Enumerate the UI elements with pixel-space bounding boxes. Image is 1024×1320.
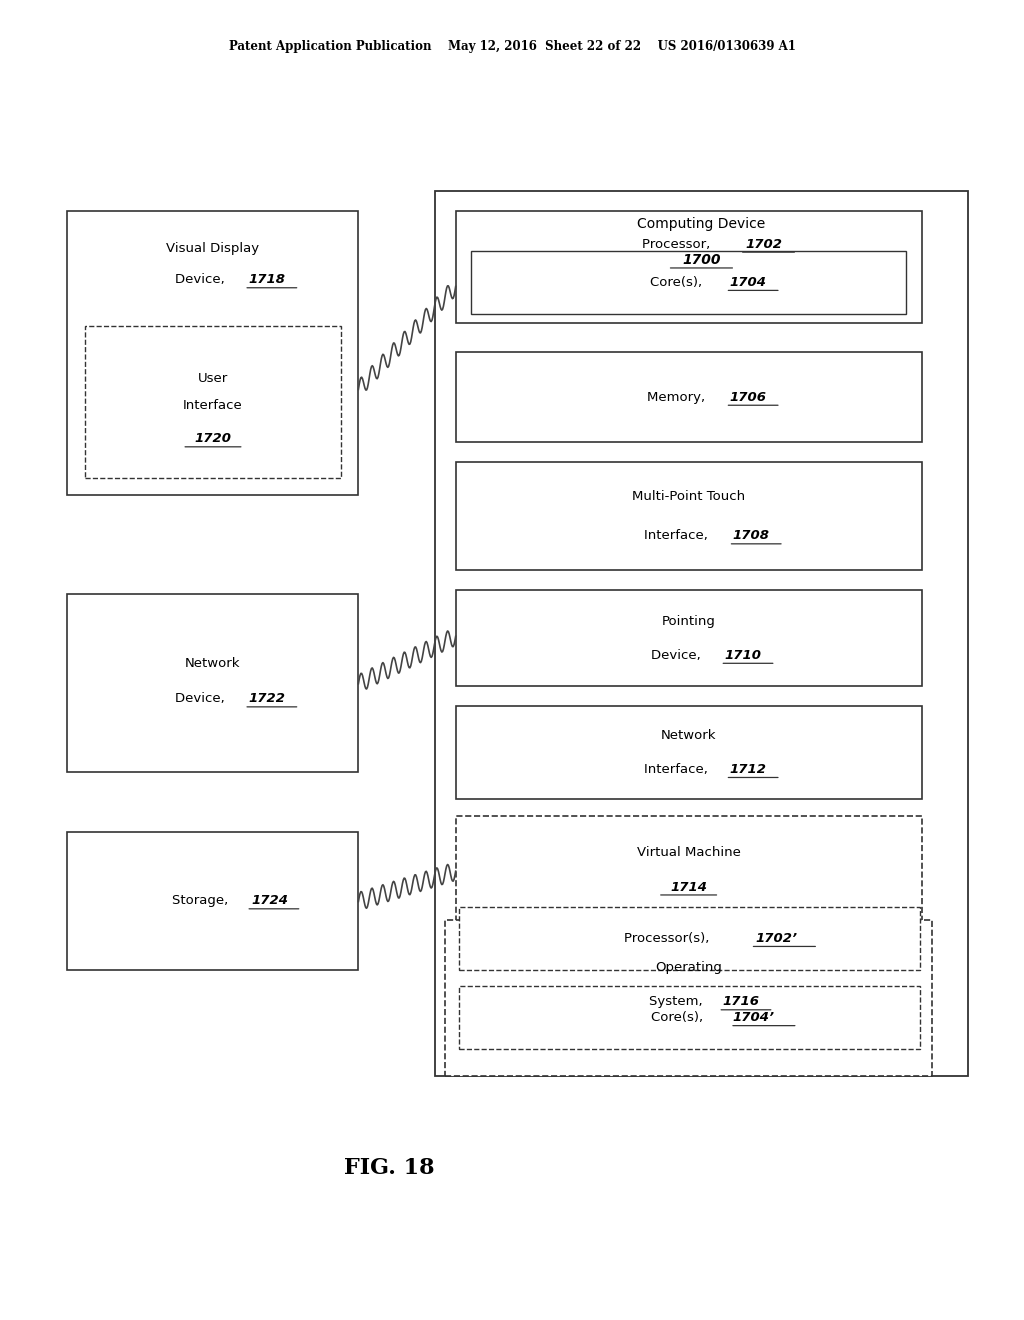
Text: 1710: 1710 bbox=[725, 649, 762, 661]
FancyBboxPatch shape bbox=[471, 251, 906, 314]
Text: 1702’: 1702’ bbox=[756, 932, 798, 945]
FancyBboxPatch shape bbox=[67, 832, 358, 970]
Text: Interface,: Interface, bbox=[644, 763, 713, 776]
Text: Core(s),: Core(s), bbox=[650, 1011, 708, 1024]
Text: 1724: 1724 bbox=[252, 895, 289, 907]
FancyBboxPatch shape bbox=[67, 594, 358, 772]
Text: Patent Application Publication    May 12, 2016  Sheet 22 of 22    US 2016/013063: Patent Application Publication May 12, 2… bbox=[228, 40, 796, 53]
FancyBboxPatch shape bbox=[459, 986, 920, 1049]
Text: 1714: 1714 bbox=[670, 880, 708, 894]
FancyBboxPatch shape bbox=[435, 191, 968, 1076]
Text: 1704: 1704 bbox=[729, 276, 767, 289]
Text: 1720: 1720 bbox=[195, 433, 231, 445]
Text: 1722: 1722 bbox=[248, 693, 286, 705]
FancyBboxPatch shape bbox=[456, 706, 922, 799]
Text: Multi-Point Touch: Multi-Point Touch bbox=[632, 490, 745, 503]
FancyBboxPatch shape bbox=[85, 326, 341, 478]
Text: 1712: 1712 bbox=[729, 763, 767, 776]
Text: Virtual Machine: Virtual Machine bbox=[637, 846, 740, 859]
Text: Core(s),: Core(s), bbox=[650, 276, 707, 289]
Text: Network: Network bbox=[660, 729, 717, 742]
Text: Storage,: Storage, bbox=[172, 895, 232, 907]
Text: Visual Display: Visual Display bbox=[166, 242, 259, 255]
Text: Memory,: Memory, bbox=[647, 391, 710, 404]
Text: Device,: Device, bbox=[651, 649, 706, 661]
FancyBboxPatch shape bbox=[67, 211, 358, 495]
Text: FIG. 18: FIG. 18 bbox=[344, 1158, 434, 1179]
Text: 1718: 1718 bbox=[248, 273, 286, 286]
Text: Device,: Device, bbox=[175, 273, 229, 286]
Text: 1716: 1716 bbox=[723, 995, 760, 1008]
Text: 1708: 1708 bbox=[733, 529, 770, 543]
FancyBboxPatch shape bbox=[456, 816, 922, 924]
Text: 1706: 1706 bbox=[729, 391, 767, 404]
Text: Computing Device: Computing Device bbox=[637, 218, 766, 231]
Text: Interface: Interface bbox=[183, 400, 243, 412]
FancyBboxPatch shape bbox=[456, 211, 922, 323]
Text: Network: Network bbox=[184, 657, 241, 669]
FancyBboxPatch shape bbox=[456, 352, 922, 442]
FancyBboxPatch shape bbox=[456, 940, 922, 1030]
Text: 1704’: 1704’ bbox=[732, 1011, 774, 1024]
Text: User: User bbox=[198, 372, 228, 384]
Text: Pointing: Pointing bbox=[662, 615, 716, 627]
Text: Processor,: Processor, bbox=[642, 238, 715, 251]
FancyBboxPatch shape bbox=[459, 907, 920, 970]
Text: Operating: Operating bbox=[655, 961, 722, 974]
Text: Device,: Device, bbox=[175, 693, 229, 705]
Text: System,: System, bbox=[649, 995, 708, 1008]
Text: Processor(s),: Processor(s), bbox=[624, 932, 714, 945]
FancyBboxPatch shape bbox=[456, 462, 922, 570]
Text: Interface,: Interface, bbox=[644, 529, 713, 543]
FancyBboxPatch shape bbox=[456, 590, 922, 686]
Text: 1700: 1700 bbox=[682, 253, 721, 267]
FancyBboxPatch shape bbox=[445, 920, 932, 1076]
Text: 1702: 1702 bbox=[745, 238, 782, 251]
